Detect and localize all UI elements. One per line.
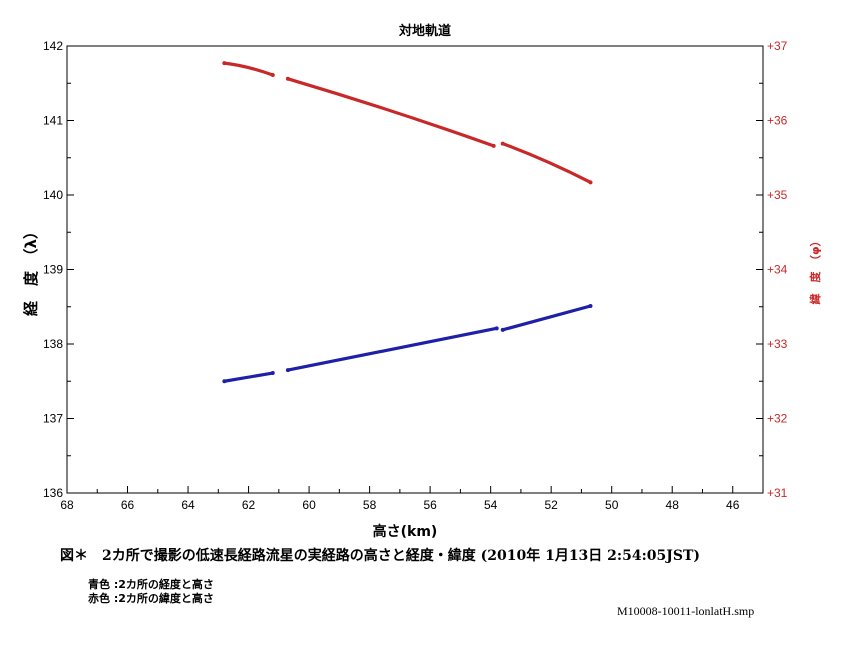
left-y-tick-label: 140	[43, 188, 63, 202]
longitude-point	[494, 326, 499, 331]
right-y-tick-label: +36	[767, 114, 788, 128]
file-name: M10008-10011-lonlatH.smp	[617, 604, 755, 618]
right-y-tick-label: +33	[767, 337, 788, 351]
x-tick-label: 48	[666, 498, 680, 512]
longitude-point	[500, 327, 505, 332]
right-y-tick-label: +32	[767, 412, 788, 426]
right-y-tick-label: +31	[767, 486, 788, 500]
left-y-tick-label: 138	[43, 337, 63, 351]
x-axis-label: 高さ(km)	[373, 523, 438, 540]
latitude-track-segment	[286, 77, 496, 148]
left-y-tick-label: 142	[43, 39, 63, 53]
right-y-tick-label: +34	[767, 263, 788, 277]
latitude-point	[491, 143, 496, 148]
x-tick-label: 52	[544, 498, 558, 512]
x-tick-label: 62	[242, 498, 256, 512]
legend-note-red: 赤色 :2カ所の緯度と高さ	[88, 592, 214, 605]
right-axis-ticks: +31 +32 +33 +34 +35 +36 +37	[756, 39, 788, 500]
latitude-point	[270, 73, 275, 78]
latitude-track-segment	[222, 61, 275, 77]
left-axis-label: 経 度 （λ）	[22, 224, 40, 316]
x-tick-label: 54	[484, 498, 498, 512]
left-y-tick-label: 136	[43, 486, 63, 500]
longitude-track-segment	[286, 326, 499, 372]
latitude-point	[500, 141, 505, 146]
x-tick-label: 46	[726, 498, 740, 512]
longitude-point	[285, 368, 290, 373]
series-layer	[222, 61, 593, 384]
x-tick-label: 56	[423, 498, 437, 512]
latitude-point	[588, 180, 593, 185]
right-y-tick-label: +37	[767, 39, 788, 53]
latitude-point	[285, 76, 290, 81]
left-axis-ticks: 136 137 138 139 140 141 142	[43, 39, 74, 500]
left-y-tick-label: 139	[43, 263, 63, 277]
x-tick-label: 60	[302, 498, 316, 512]
longitude-track-segment	[501, 304, 593, 332]
x-tick-label: 66	[121, 498, 135, 512]
x-tick-label: 64	[181, 498, 195, 512]
longitude-point	[588, 304, 593, 309]
chart-title: 対地軌道	[398, 24, 451, 39]
right-y-tick-label: +35	[767, 188, 788, 202]
left-y-tick-label: 141	[43, 114, 63, 128]
figure-caption: 図＊ 2カ所で撮影の低速長経路流星の実経路の高さと経度・緯度 (2010年 1月…	[60, 548, 700, 564]
legend-note-blue: 青色 :2カ所の経度と高さ	[88, 578, 214, 591]
right-axis-label: 緯 度 （φ）	[808, 235, 822, 304]
left-y-tick-label: 137	[43, 412, 63, 426]
x-tick-label: 50	[605, 498, 619, 512]
x-axis-ticks: 68 66 64 62 60 58 56 54 52 50 48 46	[60, 486, 740, 512]
x-tick-label: 68	[60, 498, 74, 512]
x-tick-label: 58	[363, 498, 377, 512]
longitude-track-segment	[222, 371, 275, 383]
plot-frame	[66, 45, 764, 494]
latitude-track-segment	[501, 141, 593, 184]
longitude-point	[222, 379, 227, 384]
longitude-point	[270, 371, 275, 376]
latitude-point	[222, 61, 227, 66]
